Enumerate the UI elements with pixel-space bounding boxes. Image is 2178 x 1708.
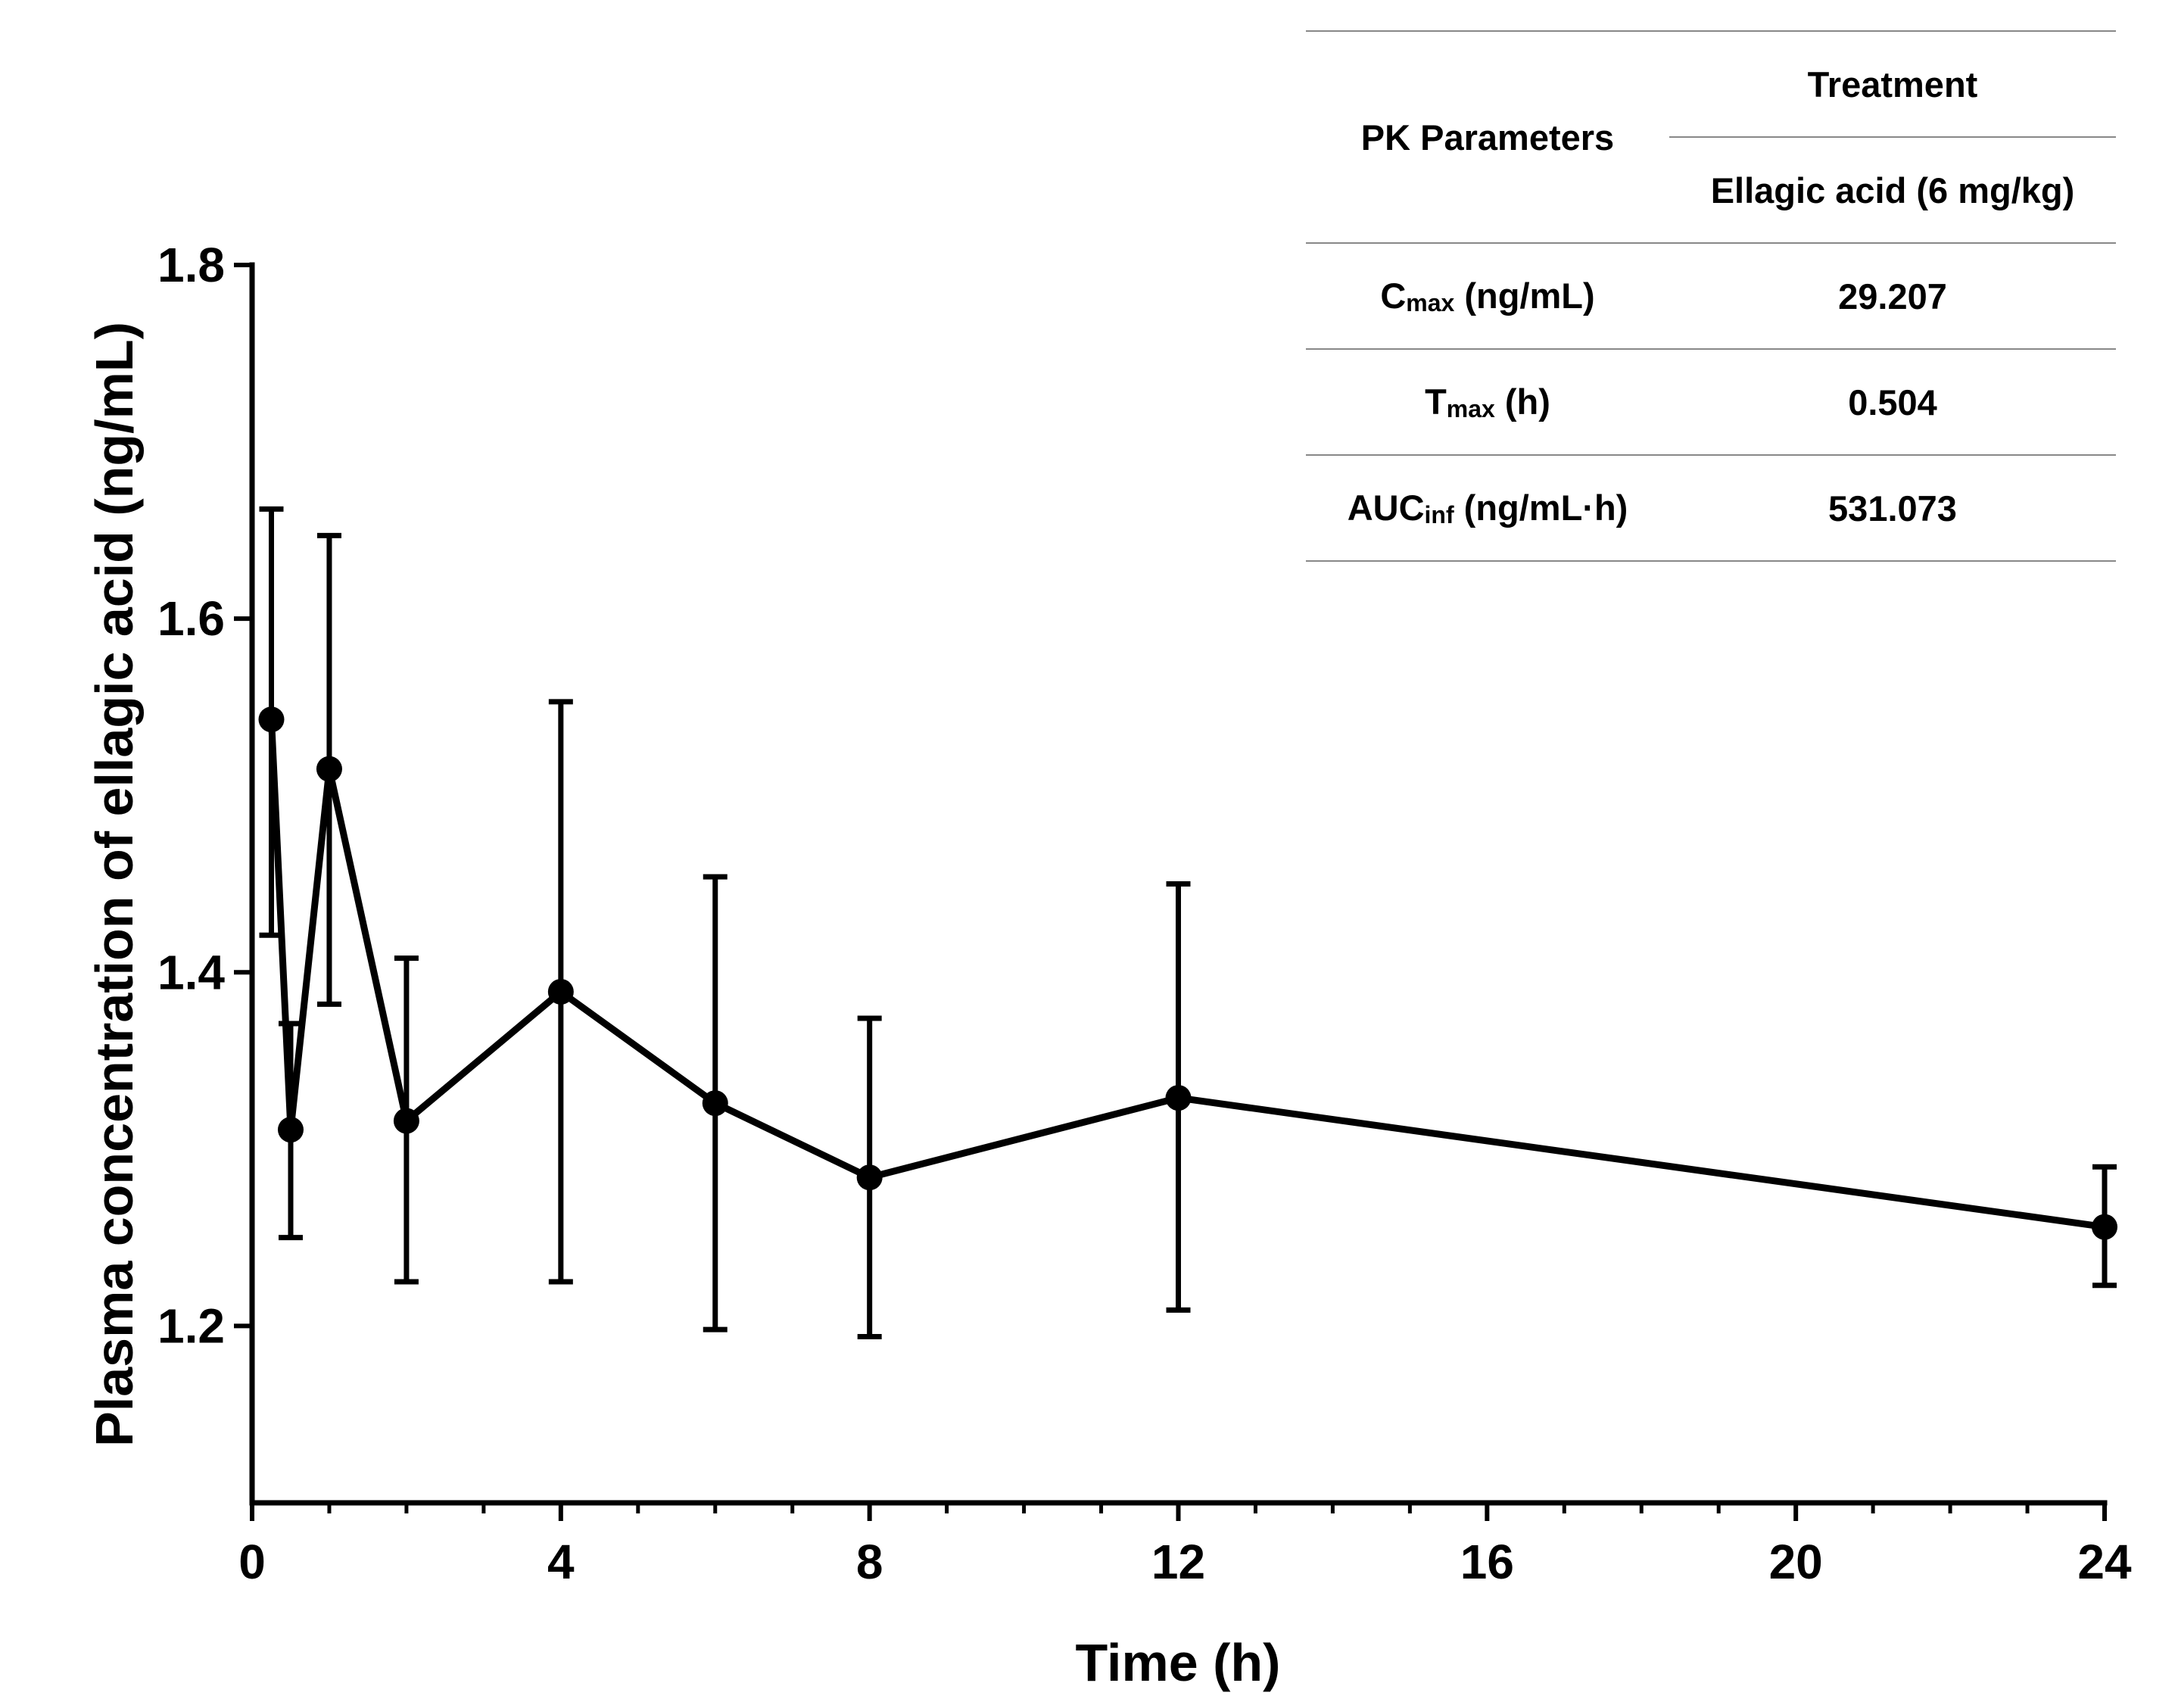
pk-parameters-header: PK Parameters (1306, 30, 1669, 243)
param-tmax: Tmax (h) (1306, 348, 1669, 455)
data-point (702, 1090, 728, 1117)
param-unit: (ng/mL·h) (1454, 488, 1628, 528)
y-tick-label: 1.6 (157, 591, 225, 646)
data-markers (258, 706, 2117, 1240)
data-point (277, 1117, 304, 1143)
x-tick-label: 0 (238, 1535, 266, 1589)
data-point (856, 1164, 883, 1191)
data-point (258, 706, 285, 733)
param-subscript: max (1446, 395, 1495, 422)
param-base: T (1425, 382, 1447, 422)
error-bars (259, 506, 2117, 1339)
param-subscript: max (1406, 289, 1455, 316)
table-row: Tmax (h) 0.504 (1306, 348, 2116, 455)
x-tick-label: 16 (1460, 1535, 1514, 1589)
x-tick-label: 12 (1151, 1535, 1205, 1589)
param-cmax: Cmax (ng/mL) (1306, 242, 1669, 349)
x-tick-label: 24 (2077, 1535, 2132, 1589)
table-subheader-row: Ellagic acid (6 mg/kg) (1306, 136, 2116, 243)
value-tmax: 0.504 (1669, 348, 2116, 455)
data-point (2092, 1214, 2117, 1240)
param-base: AUC (1347, 488, 1425, 528)
x-axis-ticks: 0 4 8 12 16 20 24 (238, 1503, 2132, 1589)
data-point (547, 978, 574, 1005)
x-axis-title: Time (h) (1076, 1633, 1281, 1692)
table-row: AUCinf (ng/mL·h) 531.073 (1306, 454, 2116, 562)
value-auc: 531.073 (1669, 454, 2116, 562)
x-tick-label: 8 (856, 1535, 883, 1589)
y-tick-label: 1.4 (157, 945, 225, 999)
x-tick-label: 4 (547, 1535, 575, 1589)
data-point (316, 756, 342, 782)
param-base: C (1380, 276, 1407, 316)
treatment-header: Treatment (1669, 30, 2116, 137)
param-unit: (h) (1494, 382, 1550, 422)
series-line (268, 719, 2105, 1231)
y-tick-label: 1.2 (157, 1298, 225, 1353)
data-point (393, 1108, 419, 1134)
param-unit: (ng/mL) (1454, 276, 1595, 316)
data-point (1165, 1085, 1192, 1111)
ellagic-acid-dose-header: Ellagic acid (6 mg/kg) (1669, 136, 2116, 243)
y-axis-title: Plasma concentration of ellagic acid (ng… (85, 322, 144, 1447)
value-cmax: 29.207 (1669, 242, 2116, 349)
x-tick-label: 20 (1769, 1535, 1823, 1589)
y-tick-label: 1.8 (157, 238, 225, 292)
y-axis-ticks: 1.2 1.4 1.6 1.8 (157, 238, 252, 1353)
param-subscript: inf (1424, 501, 1454, 528)
table-header-row: PK Parameters Treatment (1306, 30, 2116, 243)
param-auc: AUCinf (ng/mL·h) (1306, 454, 1669, 562)
table-row: Cmax (ng/mL) 29.207 (1306, 242, 2116, 349)
pk-parameters-table: PK Parameters Treatment Ellagic acid (6 … (1306, 30, 2116, 562)
